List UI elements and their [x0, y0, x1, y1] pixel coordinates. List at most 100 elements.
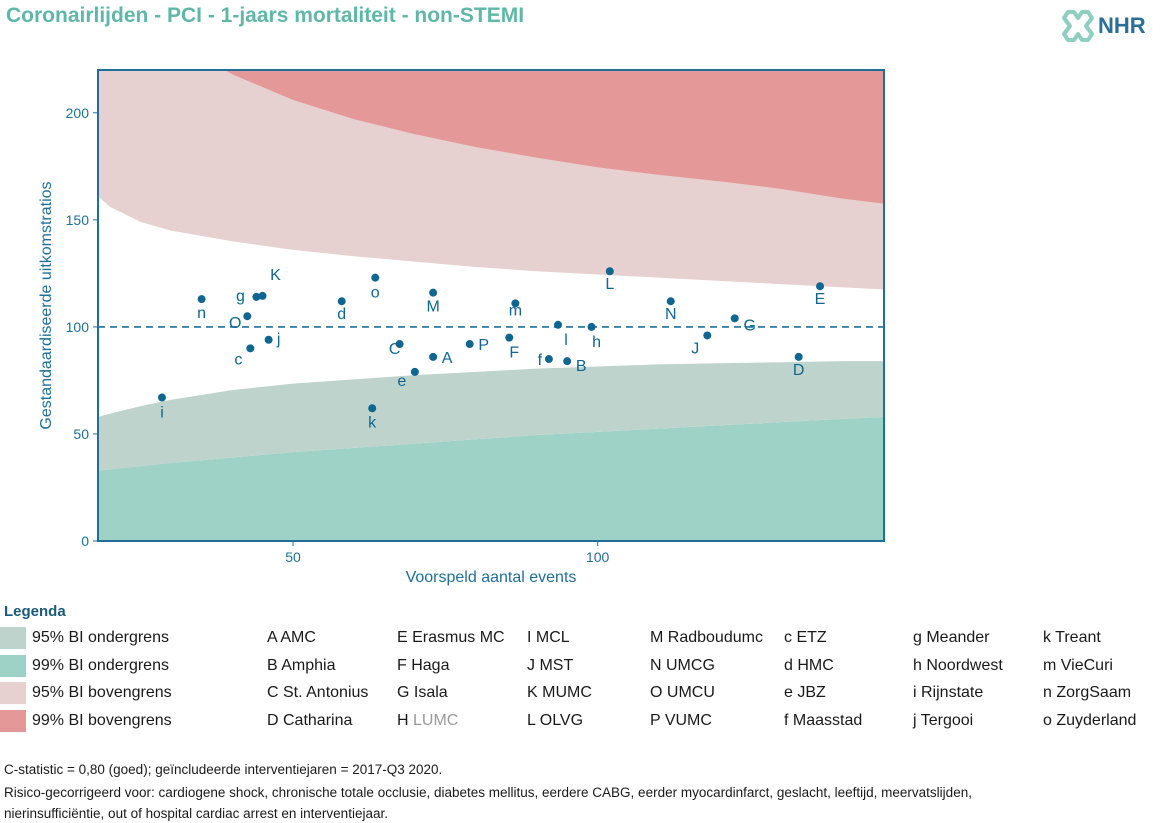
plot-bands — [98, 70, 884, 541]
plot-frame — [97, 69, 885, 542]
legend-band-label: 95% BI bovengrens — [32, 684, 172, 701]
legend-hospital: e JBZ — [784, 684, 826, 701]
legend-band-label: 99% BI bovengrens — [32, 712, 172, 729]
point-label-o: o — [371, 285, 380, 302]
legend-hospital: E Erasmus MC — [397, 629, 505, 646]
point-label-K: K — [270, 267, 281, 284]
legend-band-label: 95% BI ondergrens — [32, 629, 169, 646]
footnote-line: Risico-gecorrigeerd voor: cardiogene sho… — [4, 785, 972, 800]
point-label-h: h — [592, 334, 601, 351]
legend-hospital: o Zuyderland — [1043, 712, 1137, 729]
legend-hospital: m VieCuri — [1043, 657, 1113, 674]
band-95-lower — [98, 361, 884, 471]
legend-hospital: A AMC — [267, 629, 316, 646]
legend-hospital: O UMCU — [650, 684, 715, 701]
legend-hospital: K MUMC — [527, 684, 592, 701]
legend-hospital: h Noordwest — [913, 657, 1003, 674]
band-99-lower — [98, 416, 884, 541]
point-P — [465, 340, 474, 349]
x-tick-label: 50 — [285, 549, 301, 565]
point-L — [605, 267, 614, 276]
point-label-k: k — [368, 414, 377, 431]
footnote-line: nierinsufficiëntie, out of hospital card… — [4, 806, 388, 821]
point-label-D: D — [793, 362, 805, 379]
x-axis-label: Voorspeld aantal events — [406, 569, 577, 586]
point-label-g: g — [236, 288, 245, 305]
funnel-plot: 0 50 100 150 200 50 100 Voorspeld aantal events… — [38, 69, 885, 586]
point-f — [544, 355, 553, 364]
y-tick-label: 200 — [66, 105, 90, 121]
point-d — [337, 297, 346, 306]
point-o — [371, 273, 380, 282]
footnote-line: C-statistic = 0,80 (goed); geïncludeerde… — [4, 762, 443, 777]
legend-row: 95% BI ondergrens A AMC E Erasmus MC I MCL M… — [0, 627, 1162, 651]
legend-swatch — [0, 710, 26, 732]
point-k — [368, 404, 377, 413]
page-title: Coronairlijden - PCI - 1-jaars mortalite… — [6, 4, 525, 27]
legend-row: 95% BI bovengrens C St. Antonius G Isala K … — [0, 682, 1162, 706]
point-label-P: P — [478, 337, 489, 354]
point-label-j: j — [276, 331, 281, 348]
legend-swatch — [0, 627, 26, 649]
legend-hospital: n ZorgSaam — [1043, 684, 1132, 701]
legend-hospital: J MST — [527, 657, 574, 674]
legend-hospital: P VUMC — [650, 712, 712, 729]
point-h — [587, 322, 596, 331]
point-label-L: L — [605, 276, 614, 293]
point-label-N: N — [665, 306, 677, 323]
legend-band-label: 99% BI ondergrens — [32, 657, 169, 674]
y-tick-label: 0 — [81, 533, 89, 549]
point-label-d: d — [337, 306, 346, 323]
point-label-F: F — [509, 345, 519, 362]
x-tick-label: 100 — [586, 549, 610, 565]
legend-hospital: F Haga — [397, 657, 450, 674]
point-label-e: e — [397, 373, 406, 390]
point-O — [243, 312, 252, 321]
point-c — [246, 344, 255, 353]
band-95-upper — [98, 70, 884, 290]
y-tick-label: 50 — [73, 426, 89, 442]
point-E — [816, 282, 825, 291]
legend-hospital: c ETZ — [784, 629, 827, 646]
point-m — [511, 299, 520, 308]
legend-hospital: g Meander — [913, 629, 990, 646]
legend-hospital: M Radboudumc — [650, 629, 763, 646]
point-D — [794, 352, 803, 361]
point-F — [505, 333, 514, 342]
point-K — [258, 291, 267, 300]
point-label-i: i — [160, 405, 164, 422]
point-G — [730, 314, 739, 323]
point-g — [252, 292, 261, 301]
legend-hospital: I MCL — [527, 629, 570, 646]
point-j — [264, 335, 273, 344]
legend-hospital: i Rijnstate — [913, 684, 984, 701]
nhr-logo: NHR — [1060, 8, 1160, 44]
data-points: A B C D E F G J K L M N O Pc d e f g h i j k l m n o — [157, 267, 826, 431]
point-label-c: c — [234, 351, 242, 368]
nhr-heart-logo-icon — [1062, 10, 1094, 42]
legend-hospital: G Isala — [397, 684, 448, 701]
legend-hospital: H LUMC — [397, 712, 459, 729]
legend-hospital: L OLVG — [527, 712, 584, 729]
point-n — [197, 295, 206, 304]
legend-swatch — [0, 655, 26, 677]
legend-hospital: D Catharina — [267, 712, 353, 729]
point-C — [395, 340, 404, 349]
point-label-B: B — [576, 358, 587, 375]
point-label-M: M — [426, 299, 439, 316]
point-label-A: A — [442, 350, 453, 367]
legend-hospital: N UMCG — [650, 657, 715, 674]
legend-hospital: B Amphia — [267, 657, 336, 674]
legend-hospital: C St. Antonius — [267, 684, 369, 701]
point-label-E: E — [815, 291, 826, 308]
point-label-l: l — [564, 332, 568, 349]
point-A — [429, 352, 438, 361]
y-tick-label: 100 — [66, 319, 90, 335]
legend-hospital: j Tergooi — [913, 712, 974, 729]
y-tick-label: 150 — [66, 212, 90, 228]
band-99-upper — [224, 70, 884, 204]
legend-hospital: k Treant — [1043, 629, 1101, 646]
legend-hospital: d HMC — [784, 657, 834, 674]
point-label-O: O — [229, 315, 241, 332]
point-N — [666, 297, 675, 306]
